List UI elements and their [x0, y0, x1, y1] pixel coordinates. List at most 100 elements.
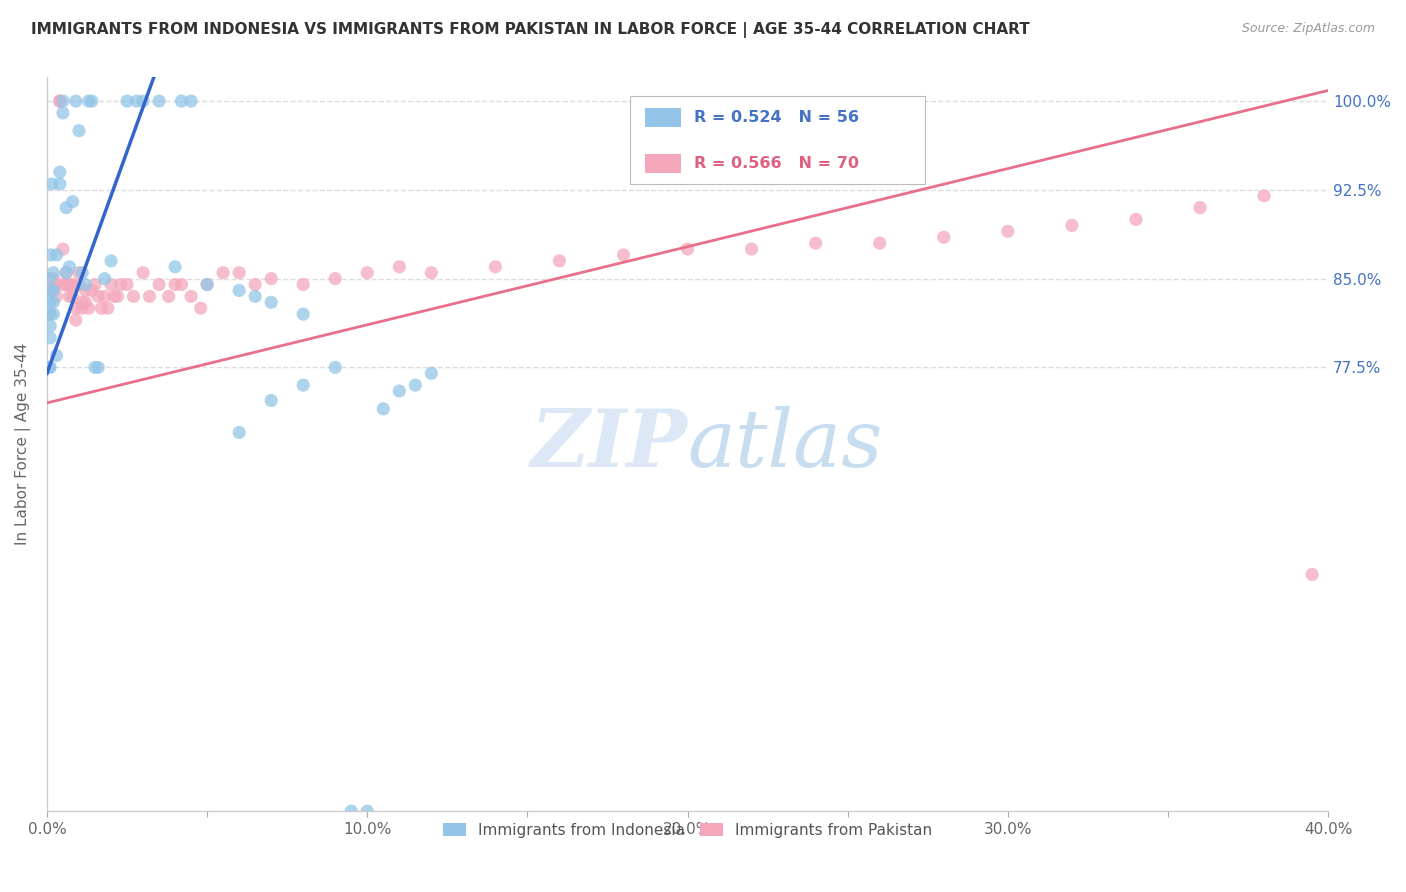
Point — [1253, 188, 1275, 202]
Point — [39, 307, 62, 321]
Point — [87, 360, 110, 375]
Point — [180, 94, 202, 108]
Point — [42, 271, 65, 285]
Point — [292, 307, 315, 321]
Point — [195, 277, 218, 292]
Point — [75, 284, 97, 298]
Point — [260, 295, 283, 310]
Point — [80, 284, 103, 298]
Text: ZIP: ZIP — [530, 406, 688, 483]
Point — [77, 94, 100, 108]
Point — [190, 301, 212, 316]
Bar — [645, 154, 681, 173]
Text: IMMIGRANTS FROM INDONESIA VS IMMIGRANTS FROM PAKISTAN IN LABOR FORCE | AGE 35-44: IMMIGRANTS FROM INDONESIA VS IMMIGRANTS … — [31, 22, 1029, 38]
FancyBboxPatch shape — [630, 95, 925, 184]
Point — [132, 266, 155, 280]
Point — [75, 295, 97, 310]
Point — [869, 236, 891, 251]
Point — [39, 331, 62, 345]
Point — [93, 271, 115, 285]
Point — [243, 289, 266, 303]
Point — [741, 242, 763, 256]
Point — [65, 313, 87, 327]
Point — [115, 94, 138, 108]
Point — [165, 277, 187, 292]
Point — [170, 277, 193, 292]
Point — [39, 295, 62, 310]
Point — [45, 349, 67, 363]
Point — [292, 378, 315, 392]
Point — [42, 307, 65, 321]
Point — [52, 242, 75, 256]
Point — [55, 266, 77, 280]
Point — [932, 230, 955, 244]
Point — [62, 277, 84, 292]
Point — [212, 266, 235, 280]
Point — [39, 318, 62, 333]
Point — [45, 248, 67, 262]
Point — [58, 277, 80, 292]
Point — [90, 301, 112, 316]
Point — [165, 260, 187, 274]
Point — [157, 289, 180, 303]
Point — [49, 177, 72, 191]
Point — [45, 289, 67, 303]
Point — [39, 360, 62, 375]
Point — [110, 277, 132, 292]
Point — [70, 295, 93, 310]
Point — [676, 242, 699, 256]
Text: atlas: atlas — [688, 406, 883, 483]
Point — [84, 277, 107, 292]
Point — [132, 94, 155, 108]
Point — [115, 277, 138, 292]
Point — [52, 106, 75, 120]
Point — [170, 94, 193, 108]
Point — [45, 277, 67, 292]
Y-axis label: In Labor Force | Age 35-44: In Labor Force | Age 35-44 — [15, 343, 31, 546]
Point — [612, 248, 634, 262]
Point — [1189, 201, 1212, 215]
Point — [67, 266, 90, 280]
Point — [55, 201, 77, 215]
Point — [404, 378, 426, 392]
Point — [67, 277, 90, 292]
Point — [62, 289, 84, 303]
Point — [58, 260, 80, 274]
Point — [67, 124, 90, 138]
Point — [58, 289, 80, 303]
Point — [42, 284, 65, 298]
Point — [228, 266, 250, 280]
Point — [122, 289, 145, 303]
Text: Source: ZipAtlas.com: Source: ZipAtlas.com — [1241, 22, 1375, 36]
Point — [103, 289, 125, 303]
Point — [373, 401, 395, 416]
Text: R = 0.524   N = 56: R = 0.524 N = 56 — [695, 110, 859, 125]
Point — [148, 277, 170, 292]
Point — [93, 289, 115, 303]
Point — [49, 165, 72, 179]
Point — [42, 284, 65, 298]
Point — [1301, 567, 1323, 582]
Point — [38, 360, 60, 375]
Point — [125, 94, 148, 108]
Point — [804, 236, 827, 251]
Point — [65, 94, 87, 108]
Point — [52, 94, 75, 108]
Bar — [645, 108, 681, 127]
Point — [243, 277, 266, 292]
Point — [39, 271, 62, 285]
Point — [356, 266, 378, 280]
Point — [100, 253, 122, 268]
Point — [39, 307, 62, 321]
Point — [49, 94, 72, 108]
Point — [195, 277, 218, 292]
Point — [228, 425, 250, 440]
Point — [39, 284, 62, 298]
Point — [77, 301, 100, 316]
Point — [260, 393, 283, 408]
Point — [75, 277, 97, 292]
Point — [42, 266, 65, 280]
Point — [323, 271, 346, 285]
Point — [1060, 219, 1083, 233]
Point — [148, 94, 170, 108]
